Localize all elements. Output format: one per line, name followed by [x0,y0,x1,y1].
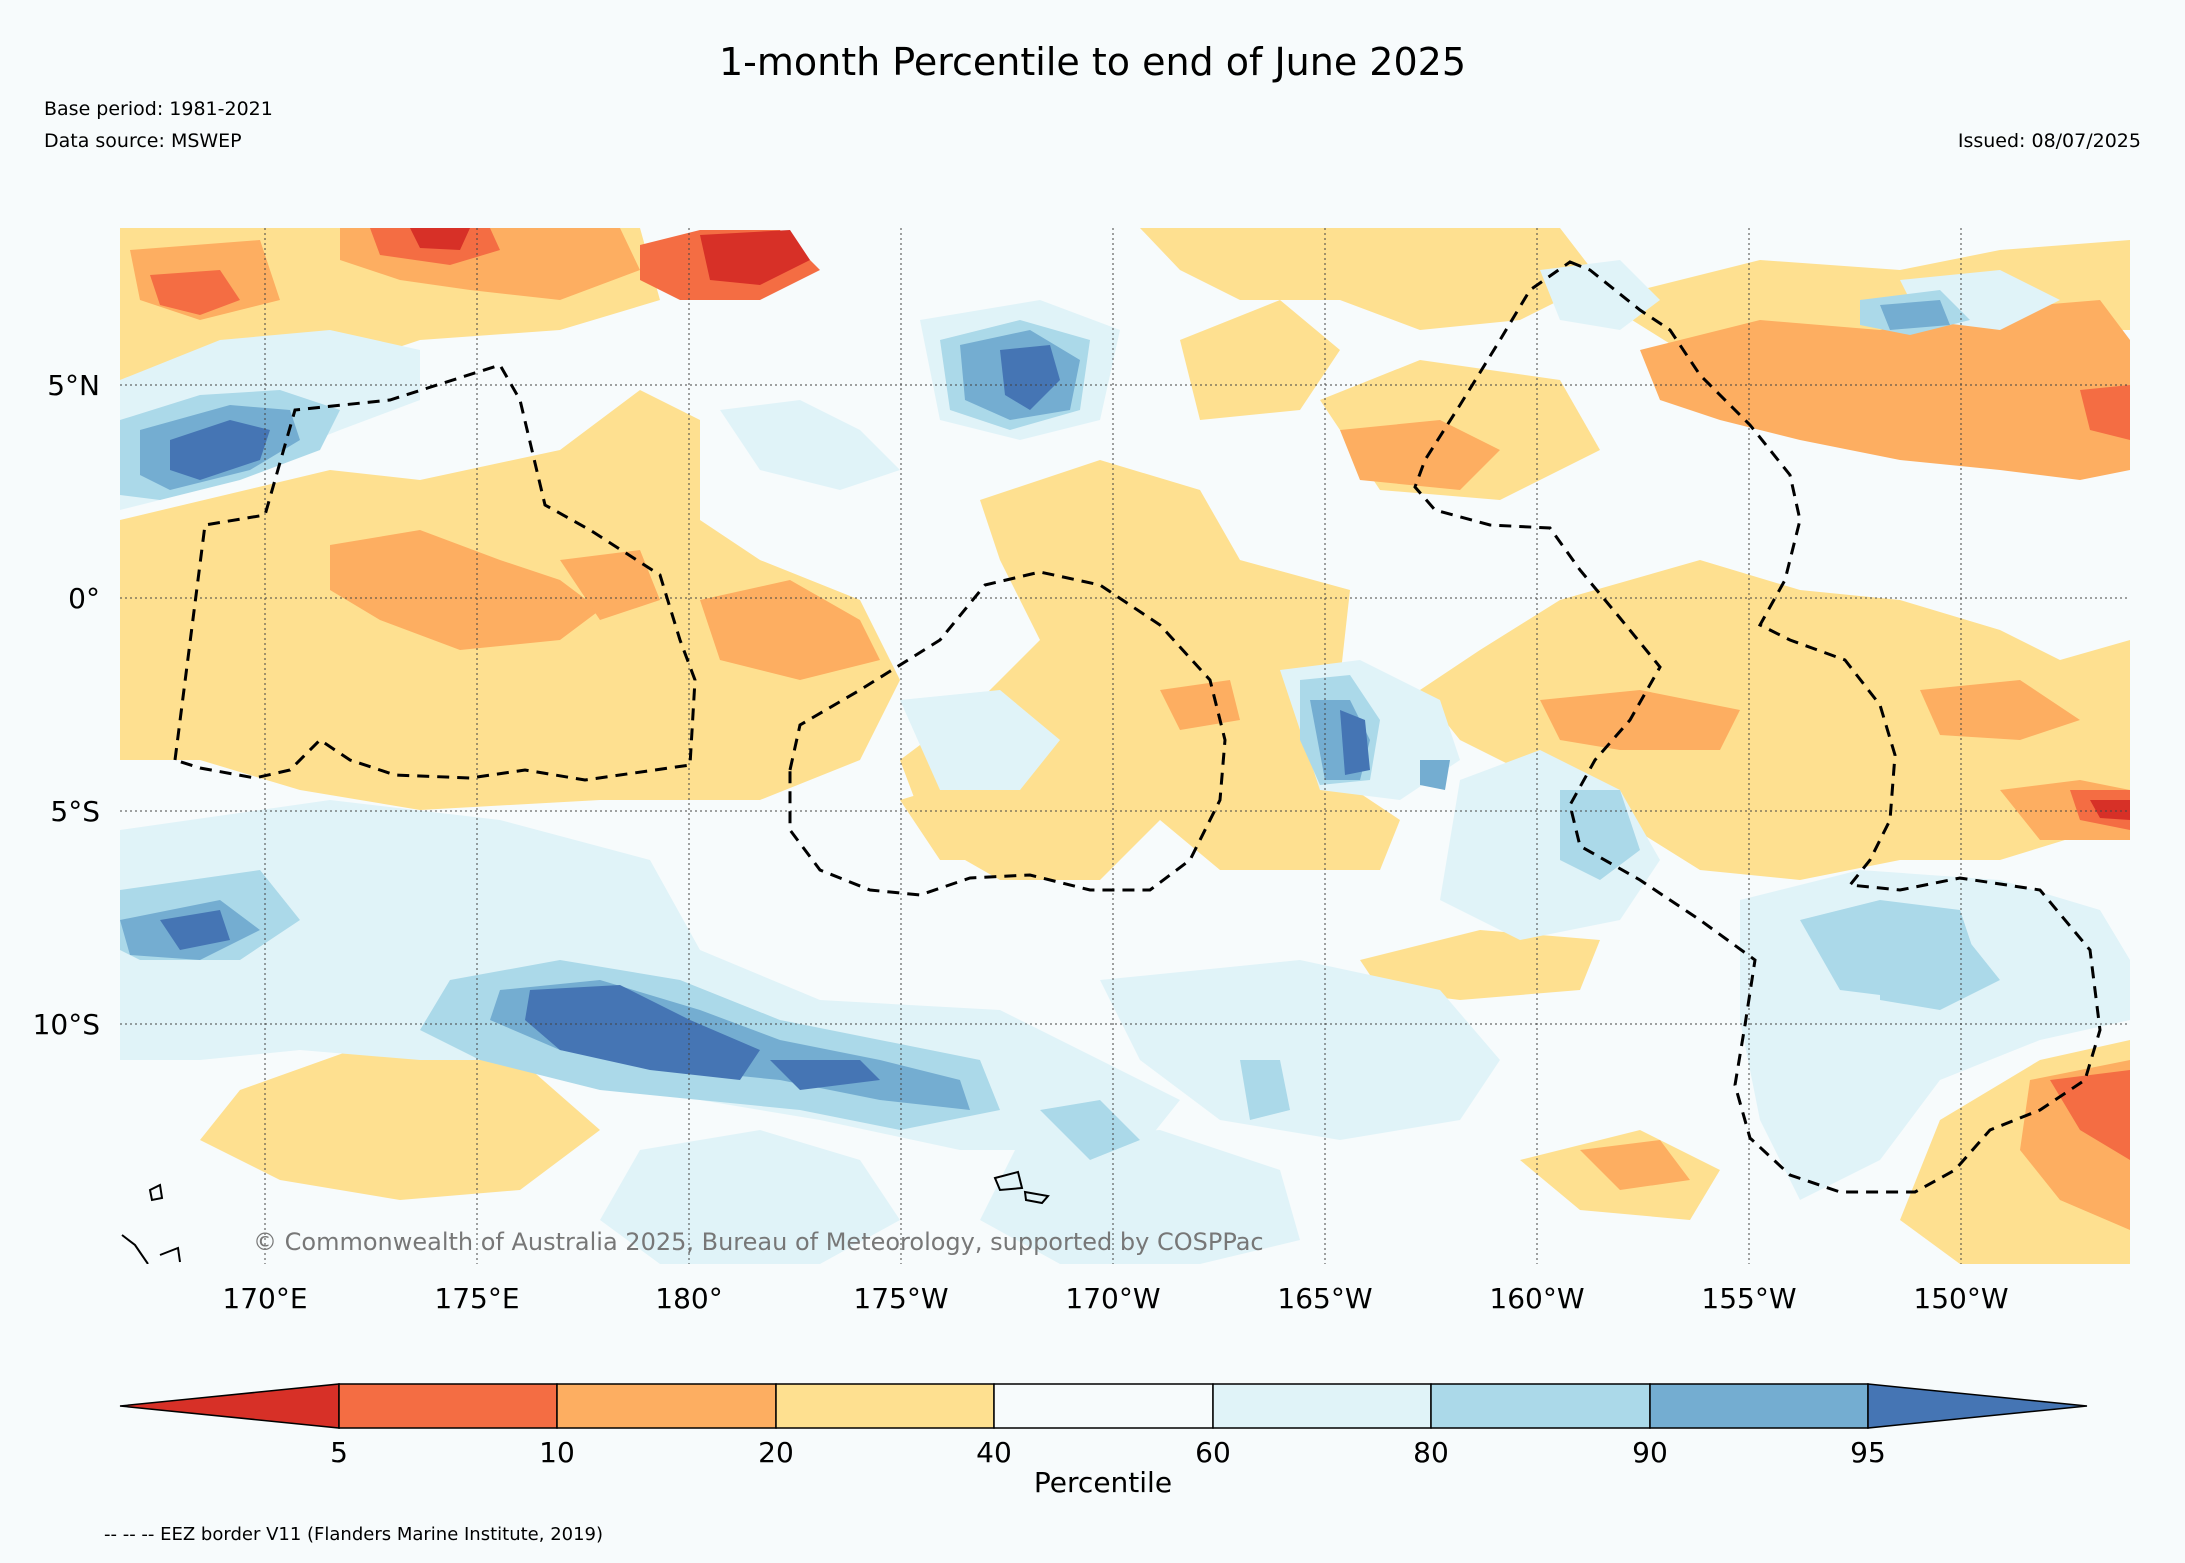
lon-tick-label: 150°W [1913,1282,2008,1315]
lon-tick-label: 160°W [1489,1282,1584,1315]
lat-tick-label: 5°S [50,795,100,828]
eez-borders [173,260,2102,1194]
colorbar-segment [338,1383,558,1429]
base-period-label: Base period: 1981-2021 [44,98,273,120]
colorbar-segment [1649,1383,1869,1429]
copyright-notice: © Commonwealth of Australia 2025, Bureau… [253,1228,1264,1256]
percentile-map: © Commonwealth of Australia 2025, Bureau… [120,228,2130,1264]
colorbar-tick-label: 60 [1195,1436,1231,1469]
colorbar-segment [556,1383,777,1429]
lon-tick-label: 170°E [222,1282,307,1315]
lat-tick-label: 0° [68,582,100,615]
lon-tick-label: 180° [655,1282,722,1315]
lat-tick-label: 5°N [47,369,100,402]
lat-tick-label: 10°S [33,1008,100,1041]
colorbar-high-extension [1867,1383,2088,1429]
percentile-band-below-5 [410,228,2130,820]
colorbar-tick-label: 95 [1850,1436,1886,1469]
eez-border-note: -- -- -- EEZ border V11 (Flanders Marine… [104,1524,603,1545]
lon-tick-label: 155°W [1701,1282,1796,1315]
colorbar-tick-label: 5 [330,1436,348,1469]
colorbar: 5 10 20 40 60 80 90 95 Percentile [119,1383,2088,1499]
colorbar-segment [1212,1383,1432,1429]
colorbar-tick-label: 80 [1413,1436,1449,1469]
colorbar-tick-label: 20 [758,1436,794,1469]
colorbar-segment [1430,1383,1651,1429]
issued-date-label: Issued: 08/07/2025 [1957,130,2141,152]
lon-tick-label: 165°W [1277,1282,1372,1315]
lon-tick-label: 170°W [1065,1282,1160,1315]
map-gridlines [120,228,2130,1264]
page-title: 1-month Percentile to end of June 2025 [719,40,1466,84]
longitude-ticks: 170°E 175°E 180° 175°W 170°W 165°W 160°W… [222,1282,2008,1315]
colorbar-tick-label: 90 [1632,1436,1668,1469]
colorbar-tick-label: 40 [976,1436,1012,1469]
colorbar-tick-label: 10 [539,1436,575,1469]
lon-tick-label: 175°E [434,1282,519,1315]
percentile-band-above-95 [160,345,1370,1090]
colorbar-segment [775,1383,995,1429]
colorbar-title: Percentile [1034,1466,1172,1499]
latitude-ticks: 5°N 0° 5°S 10°S [33,369,100,1041]
lon-tick-label: 175°W [853,1282,948,1315]
island-outlines [121,1170,1050,1264]
colorbar-segment [993,1383,1214,1429]
data-source-label: Data source: MSWEP [44,130,242,152]
colorbar-low-extension [119,1383,340,1429]
